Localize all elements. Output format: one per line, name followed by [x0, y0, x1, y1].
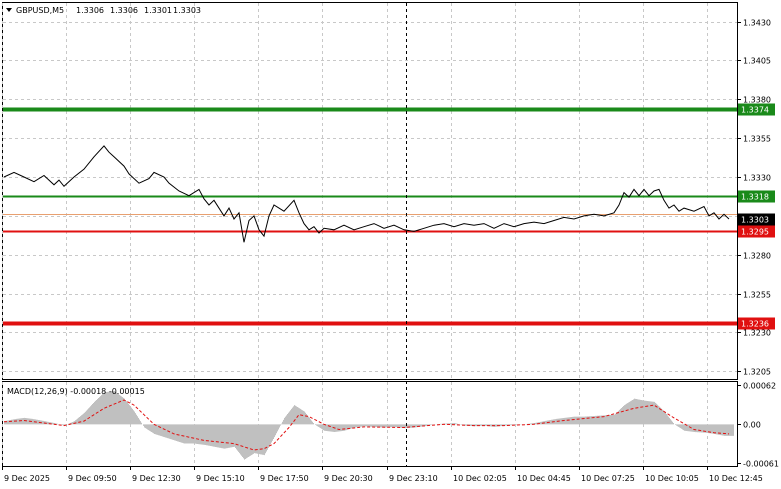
- level-label: 1.3236: [741, 320, 769, 329]
- macd-tick-label: -0.00061: [743, 460, 779, 469]
- time-axis: 9 Dec 2025 9 Dec 09:50 9 Dec 12:30 9 Dec 15…: [2, 466, 763, 483]
- time-tick-label: 9 Dec 17:50: [260, 474, 309, 483]
- level-label-box: [738, 225, 775, 238]
- level-lines[interactable]: [3, 107, 737, 326]
- level-label: 1.3295: [741, 228, 769, 237]
- time-tick-label: 9 Dec 20:30: [324, 474, 373, 483]
- time-tick-label: 9 Dec 2025: [4, 474, 50, 483]
- macd-tick-label: 0.00: [743, 421, 761, 430]
- price-tick-label: 1.3230: [743, 329, 771, 338]
- price-tick-label: 1.3330: [743, 174, 771, 183]
- level-labels: 1.3374 1.3318 1.3295 1.3236 1.3303: [738, 103, 775, 330]
- level-label-box: [738, 317, 775, 330]
- level-label: 1.3374: [741, 106, 769, 115]
- level-label-box: [738, 190, 775, 203]
- price-line: [3, 145, 730, 243]
- macd-title: MACD(12,26,9) -0.00018 -0.00015: [7, 387, 145, 396]
- time-tick-label: 9 Dec 15:10: [196, 474, 245, 483]
- price-axis: 1.34301.34051.33801.33551.33301.33051.32…: [737, 19, 771, 377]
- price-tick-label: 1.3380: [743, 96, 771, 105]
- grid-lines: [2, 3, 737, 466]
- time-tick-label: 10 Dec 04:45: [517, 474, 571, 483]
- price-tick-label: 1.3255: [743, 291, 771, 300]
- ohlc-low: 1.3301: [144, 6, 172, 15]
- time-tick-label: 9 Dec 12:30: [132, 474, 181, 483]
- level-label: 1.3318: [741, 193, 769, 202]
- current-price-box: [738, 213, 775, 226]
- macd-signal-line: [3, 399, 730, 451]
- dropdown-triangle-icon[interactable]: [6, 8, 12, 12]
- price-tick-label: 1.3430: [743, 19, 771, 28]
- time-tick-label: 9 Dec 09:50: [68, 474, 117, 483]
- time-tick-label: 10 Dec 12:45: [709, 474, 763, 483]
- ohlc-open: 1.3306: [76, 6, 104, 15]
- current-price-label: 1.3303: [741, 216, 769, 225]
- time-tick-label: 9 Dec 23:10: [389, 474, 438, 483]
- level-label-box: [738, 103, 775, 116]
- price-tick-label: 1.3355: [743, 135, 771, 144]
- price-tick-label: 1.3405: [743, 57, 771, 66]
- ohlc-high: 1.3306: [110, 6, 138, 15]
- time-tick-label: 10 Dec 07:25: [581, 474, 635, 483]
- price-tick-label: 1.3205: [743, 368, 771, 377]
- ohlc-close: 1.3303: [173, 6, 201, 15]
- time-tick-label: 10 Dec 02:05: [453, 474, 507, 483]
- price-panel-frame: [2, 2, 738, 380]
- price-tick-label: 1.3280: [743, 252, 771, 261]
- macd-axis: 0.00062 0.00 -0.00061: [737, 382, 779, 469]
- macd-tick-label: 0.00062: [743, 382, 776, 391]
- time-tick-label: 10 Dec 10:05: [645, 474, 699, 483]
- symbol-title: GBPUSD,M5: [16, 6, 64, 15]
